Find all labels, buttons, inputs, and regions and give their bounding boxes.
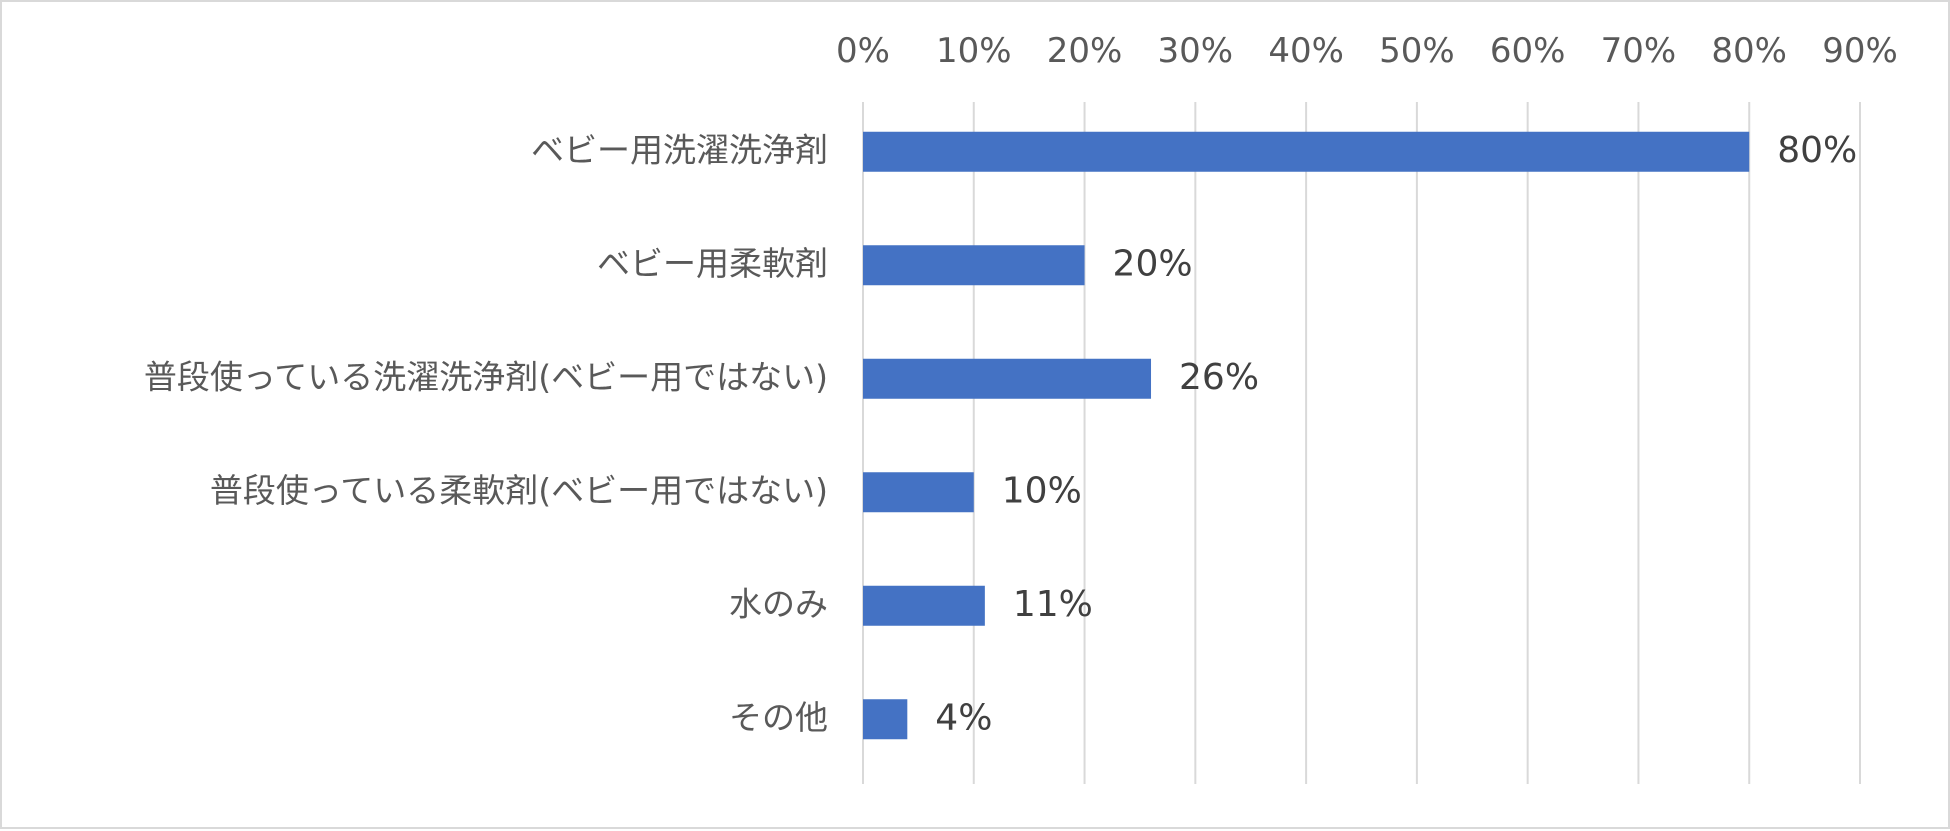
data-label: 80% — [1777, 130, 1857, 171]
bar — [863, 358, 1152, 399]
x-axis-tick-labels: 0% 10% 20% 30% 40% 50% 60% 70% 80% 90% — [836, 31, 1898, 71]
x-tick-label: 0% — [836, 31, 890, 71]
category-label: 水のみ — [729, 584, 828, 623]
x-tick-label: 30% — [1158, 31, 1234, 71]
data-label: 10% — [1002, 470, 1082, 511]
x-tick-label: 50% — [1379, 31, 1455, 71]
category-label: その他 — [729, 698, 828, 737]
x-tick-label: 90% — [1822, 31, 1898, 71]
data-label: 20% — [1113, 243, 1193, 284]
x-tick-label: 60% — [1490, 31, 1566, 71]
x-tick-label: 40% — [1268, 31, 1344, 71]
bar — [863, 585, 985, 626]
bars — [863, 131, 1750, 740]
data-labels: 80% 20% 26% 10% 11% 4% — [935, 130, 1857, 739]
data-label: 11% — [1013, 584, 1093, 625]
bar — [863, 472, 974, 513]
data-label: 4% — [935, 697, 992, 738]
category-label: 普段使っている柔軟剤(ベビー用ではない) — [210, 471, 828, 510]
category-label: 普段使っている洗濯洗浄剤(ベビー用ではない) — [144, 357, 828, 396]
x-tick-label: 10% — [936, 31, 1012, 71]
bar — [863, 131, 1750, 172]
bar — [863, 699, 908, 740]
x-tick-label: 80% — [1711, 31, 1787, 71]
category-label: ベビー用洗濯洗浄剤 — [531, 130, 828, 169]
gridlines — [862, 102, 1861, 784]
bar — [863, 245, 1085, 286]
x-tick-label: 20% — [1047, 31, 1123, 71]
data-label: 26% — [1179, 357, 1259, 398]
x-tick-label: 70% — [1601, 31, 1677, 71]
category-label: ベビー用柔軟剤 — [597, 244, 828, 283]
